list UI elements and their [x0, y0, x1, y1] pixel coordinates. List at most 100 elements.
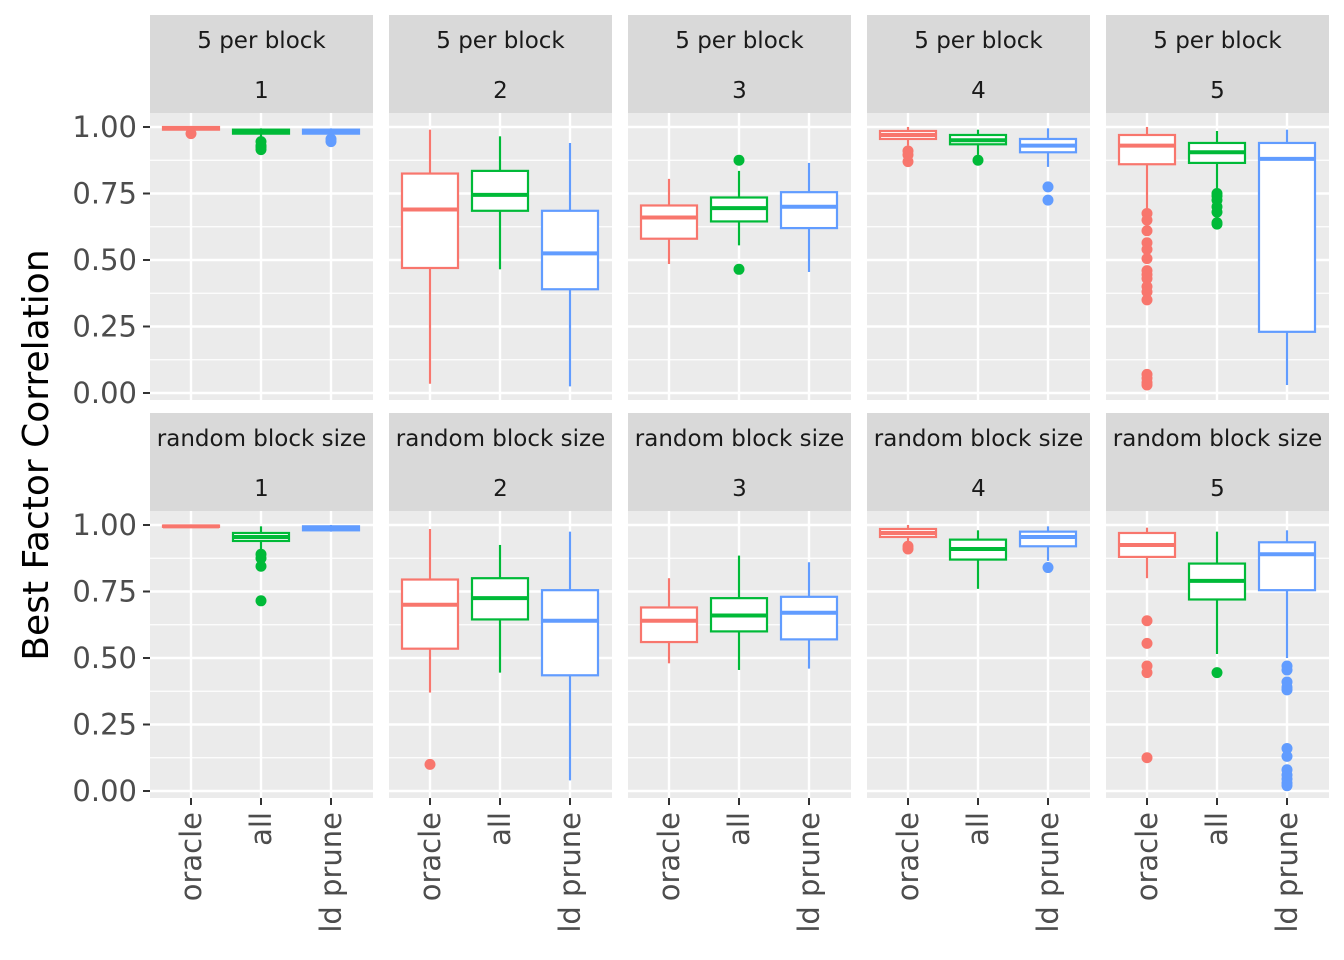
facet-strip [867, 15, 1090, 113]
outlier-point [255, 136, 267, 148]
outlier-point [1141, 294, 1153, 306]
outlier-point [733, 263, 745, 275]
x-tick-label: ld prune [553, 812, 587, 933]
outlier-point [1141, 273, 1153, 285]
outlier-point [1042, 181, 1054, 193]
facet-strip [1106, 413, 1329, 511]
box-iqr [540, 589, 600, 677]
facet-col-label: 3 [732, 476, 747, 502]
box-iqr [470, 169, 530, 212]
box-iqr [779, 191, 839, 230]
outlier-point [1141, 752, 1153, 764]
outlier-point [185, 128, 197, 140]
x-tick-label: oracle [413, 812, 447, 901]
y-tick-label: 1.00 [72, 508, 137, 542]
x-tick-label: all [722, 812, 756, 846]
y-tick-label: 0.25 [72, 708, 137, 742]
facet-col-label: 5 [1210, 476, 1225, 502]
facet-col-label: 3 [732, 78, 747, 104]
y-tick-label: 0.50 [72, 243, 137, 277]
outlier-point [1211, 218, 1223, 230]
facet-strip [389, 413, 612, 511]
facet-row-label: 5 per block [1153, 28, 1282, 54]
x-tick-label: all [1200, 812, 1234, 846]
outlier-point [424, 758, 436, 770]
facet-row-label: random block size [874, 426, 1083, 452]
outlier-point [1141, 667, 1153, 679]
outlier-point [902, 543, 914, 555]
x-tick-label: ld prune [1270, 812, 1304, 933]
outlier-point [902, 156, 914, 168]
outlier-point [1141, 253, 1153, 265]
facet-row-label: random block size [1113, 426, 1322, 452]
outlier-point [1141, 637, 1153, 649]
outlier-point [255, 560, 267, 572]
y-tick-label: 0.75 [72, 575, 137, 609]
facet-strip [150, 15, 373, 113]
x-tick-label: ld prune [314, 812, 348, 933]
x-tick-label: ld prune [1031, 812, 1065, 933]
x-tick-label: all [483, 812, 517, 846]
facet-row-label: random block size [396, 426, 605, 452]
outlier-point [972, 154, 984, 166]
box-iqr [400, 172, 460, 270]
box-iqr [1257, 141, 1317, 333]
y-tick-label: 1.00 [72, 110, 137, 144]
y-tick-label: 0.00 [72, 376, 137, 410]
facet-row-label: random block size [157, 426, 366, 452]
outlier-point [1281, 742, 1293, 754]
x-tick-label: oracle [891, 812, 925, 901]
y-tick-label: 0.75 [72, 177, 137, 211]
facet-col-label: 1 [254, 476, 269, 502]
facet-col-label: 2 [493, 476, 508, 502]
box-iqr [639, 204, 699, 240]
box-iqr [1257, 541, 1317, 592]
facet-row-label: 5 per block [675, 28, 804, 54]
x-tick-label: ld prune [792, 812, 826, 933]
facet-strip [628, 413, 851, 511]
facet-row-label: 5 per block [197, 28, 326, 54]
outlier-point [1042, 562, 1054, 574]
x-tick-label: all [244, 812, 278, 846]
outlier-point [1281, 780, 1293, 792]
x-tick-label: oracle [652, 812, 686, 901]
y-tick-label: 0.50 [72, 641, 137, 675]
facet-strip [389, 15, 612, 113]
outlier-point [255, 552, 267, 564]
outlier-point [1141, 214, 1153, 226]
outlier-point [1281, 664, 1293, 676]
y-axis-title: Best Factor Correlation [16, 249, 57, 660]
facet-col-label: 4 [971, 476, 986, 502]
x-tick-label: oracle [1130, 812, 1164, 901]
outlier-point [1281, 684, 1293, 696]
y-tick-label: 0.00 [72, 774, 137, 808]
box-iqr [779, 595, 839, 641]
facet-row-label: 5 per block [914, 28, 1043, 54]
outlier-point [325, 136, 337, 148]
outlier-point [1211, 667, 1223, 679]
outlier-point [1042, 194, 1054, 206]
box-iqr [1117, 133, 1177, 166]
box-iqr [540, 209, 600, 291]
facet-col-label: 4 [971, 78, 986, 104]
facet-col-label: 2 [493, 78, 508, 104]
outlier-point [733, 154, 745, 166]
outlier-point [1141, 379, 1153, 391]
box-iqr [400, 578, 460, 650]
outlier-point [1281, 750, 1293, 762]
x-tick-label: all [961, 812, 995, 846]
x-tick-label: oracle [174, 812, 208, 901]
facet-col-label: 5 [1210, 78, 1225, 104]
facet-strip [150, 413, 373, 511]
facet-strip [628, 15, 851, 113]
outlier-point [1141, 286, 1153, 298]
outlier-point [255, 144, 267, 156]
facet-strip [1106, 15, 1329, 113]
outlier-point [1141, 243, 1153, 255]
y-tick-label: 0.25 [72, 310, 137, 344]
facet-col-label: 1 [254, 78, 269, 104]
outlier-point [1141, 225, 1153, 237]
facet-strip [867, 413, 1090, 511]
box-iqr [639, 606, 699, 644]
